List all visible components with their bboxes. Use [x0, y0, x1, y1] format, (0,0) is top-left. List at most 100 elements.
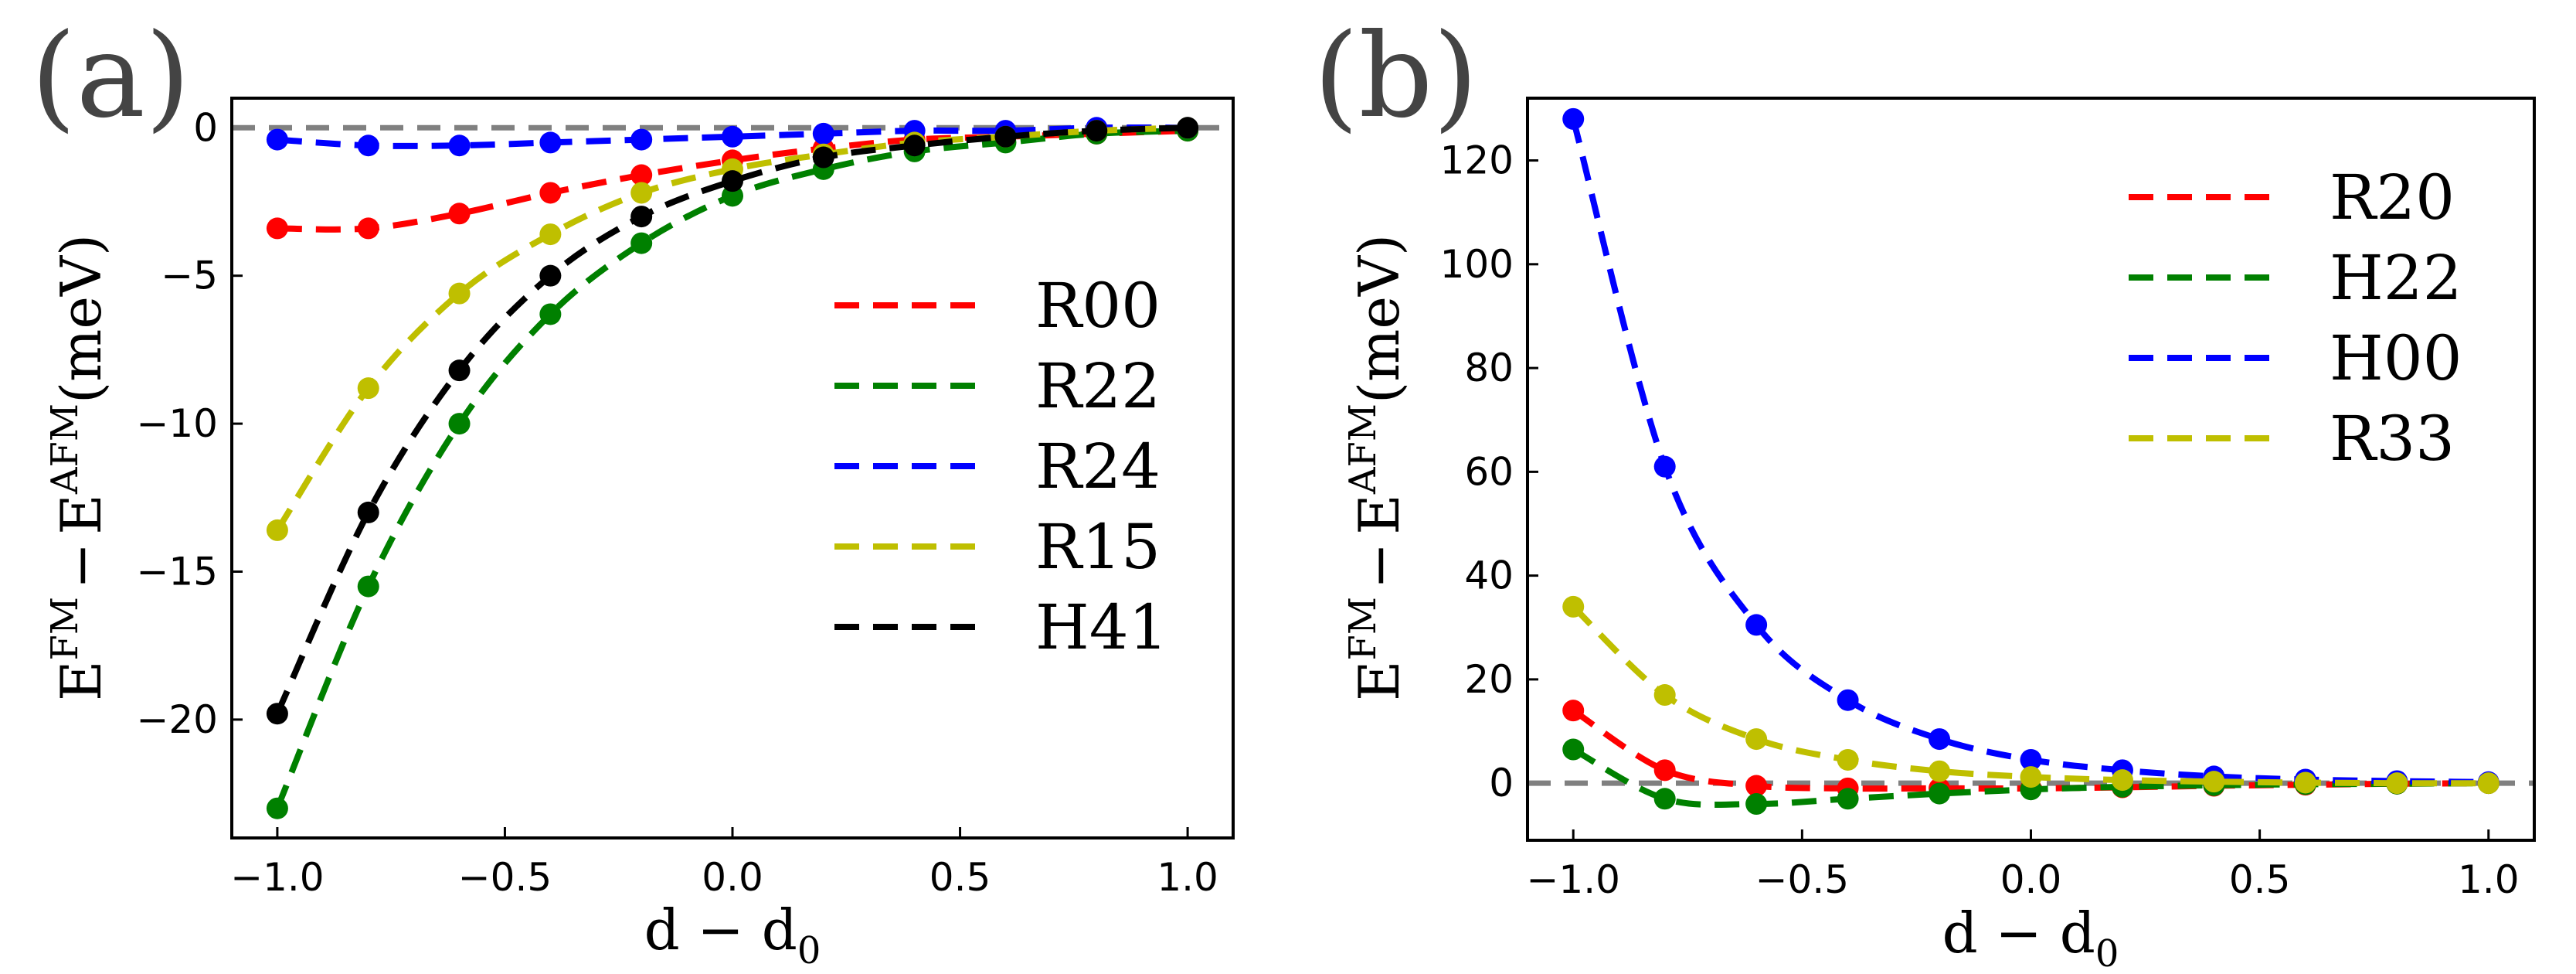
- panel-b-legend: R20 H22 H00 R33: [2129, 162, 2462, 475]
- data-point: [1745, 728, 1768, 751]
- series-line-R22: [274, 128, 1188, 810]
- data-point: [539, 182, 562, 204]
- panel-b-y-axis-label: EFM−EAFM(meV): [1341, 234, 1412, 701]
- legend-item-H41: H41: [834, 591, 1168, 663]
- data-point: [357, 217, 379, 240]
- data-point: [1745, 793, 1768, 816]
- y-tick-label: 40: [1464, 553, 1514, 598]
- legend-label: H22: [2330, 242, 2462, 314]
- legend-label: H41: [1035, 591, 1168, 663]
- x-tick-label: −0.5: [458, 855, 552, 900]
- data-point: [903, 135, 926, 157]
- data-point: [2203, 771, 2225, 793]
- legend-item-R24: R24: [834, 431, 1161, 502]
- legend-label: R33: [2330, 403, 2455, 475]
- data-point: [448, 413, 471, 435]
- data-point: [1562, 595, 1585, 618]
- data-point: [448, 282, 471, 305]
- legend-label: R00: [1035, 270, 1161, 342]
- data-point: [722, 185, 743, 207]
- data-point: [1653, 684, 1676, 707]
- panel-b-y-ticks: 0 20 40 60 80 100 120: [1440, 138, 1538, 805]
- data-point: [2020, 748, 2042, 771]
- y-tick-label: −5: [161, 254, 218, 298]
- data-point: [266, 217, 288, 240]
- data-point: [266, 519, 288, 541]
- data-point: [266, 128, 288, 151]
- panel-a-x-ticks: −1.0 −0.5 0.0 0.5 1.0: [230, 827, 1218, 900]
- panel-a-plot-frame: [230, 97, 1235, 839]
- panel-a-legend: R00 R22 R24 R15 H41: [834, 270, 1168, 663]
- y-tick-label: −20: [136, 697, 218, 742]
- data-point: [1929, 760, 1951, 782]
- legend-label: R20: [2330, 162, 2455, 233]
- y-tick-label: −15: [136, 549, 218, 594]
- legend-item-H00: H00: [2129, 322, 2462, 394]
- legend-item-R00: R00: [834, 270, 1161, 342]
- data-point: [539, 131, 562, 154]
- series-line-R00: [277, 128, 1188, 233]
- x-tick-label: −0.5: [1755, 857, 1849, 902]
- panel-a-y-axis-label: EFM−EAFM(meV): [43, 234, 114, 701]
- series-line-R24: [277, 124, 1188, 149]
- data-point: [630, 232, 653, 254]
- data-point: [357, 501, 379, 523]
- y-tick-label: 0: [193, 105, 218, 150]
- data-point: [1562, 700, 1585, 722]
- data-point: [448, 135, 471, 157]
- data-point: [812, 122, 834, 145]
- legend-item-R22: R22: [834, 350, 1161, 422]
- data-point: [448, 203, 471, 225]
- data-point: [1745, 614, 1768, 636]
- data-point: [630, 182, 653, 204]
- x-tick-label: 1.0: [2458, 857, 2520, 902]
- data-point: [2111, 769, 2133, 792]
- x-tick-label: 0.0: [2000, 857, 2062, 902]
- panel-a-label: (a): [31, 9, 190, 144]
- data-point: [630, 206, 653, 228]
- series-R33: [1562, 595, 2500, 795]
- data-point: [266, 797, 288, 819]
- legend-item-R20: R20: [2129, 162, 2455, 233]
- y-tick-label: 60: [1464, 449, 1514, 494]
- legend-item-H22: H22: [2129, 242, 2462, 314]
- panel-b-series: [1562, 107, 2500, 816]
- panel-a: (a) 0 −5 −10 −15 −20 −1.0 −0.5 0.0 0.5 1.0 R00 R2…: [31, 9, 1235, 972]
- data-point: [1837, 689, 1859, 711]
- panel-a-x-axis-label: d − d0: [644, 897, 821, 972]
- data-point: [357, 377, 379, 400]
- legend-label: R22: [1035, 350, 1161, 422]
- data-point: [630, 164, 653, 186]
- y-tick-label: 80: [1464, 346, 1514, 390]
- data-point: [1086, 120, 1108, 142]
- x-tick-label: −1.0: [230, 855, 324, 900]
- series-H41: [266, 117, 1199, 725]
- y-tick-label: 100: [1440, 242, 1514, 287]
- data-point: [994, 125, 1017, 148]
- x-tick-label: −1.0: [1527, 857, 1620, 902]
- data-point: [1929, 782, 1951, 805]
- data-point: [448, 359, 471, 382]
- data-point: [722, 125, 743, 148]
- x-tick-label: 0.0: [702, 855, 763, 900]
- panel-a-series: [266, 117, 1199, 819]
- data-point: [2294, 771, 2316, 794]
- data-point: [2020, 766, 2042, 788]
- data-point: [1745, 775, 1768, 797]
- data-point: [2386, 772, 2408, 795]
- data-point: [630, 128, 653, 151]
- data-point: [357, 575, 379, 598]
- legend-label: R15: [1035, 511, 1161, 583]
- data-point: [722, 170, 743, 192]
- data-point: [1562, 107, 1585, 130]
- data-point: [1837, 748, 1859, 771]
- x-tick-label: 1.0: [1157, 855, 1218, 900]
- data-point: [1653, 759, 1676, 782]
- data-point: [1929, 728, 1951, 751]
- y-tick-label: 120: [1440, 138, 1514, 183]
- data-point: [2477, 772, 2500, 795]
- legend-label: R24: [1035, 431, 1161, 502]
- data-point: [1562, 738, 1585, 761]
- panel-b-plot-frame: [1526, 97, 2536, 842]
